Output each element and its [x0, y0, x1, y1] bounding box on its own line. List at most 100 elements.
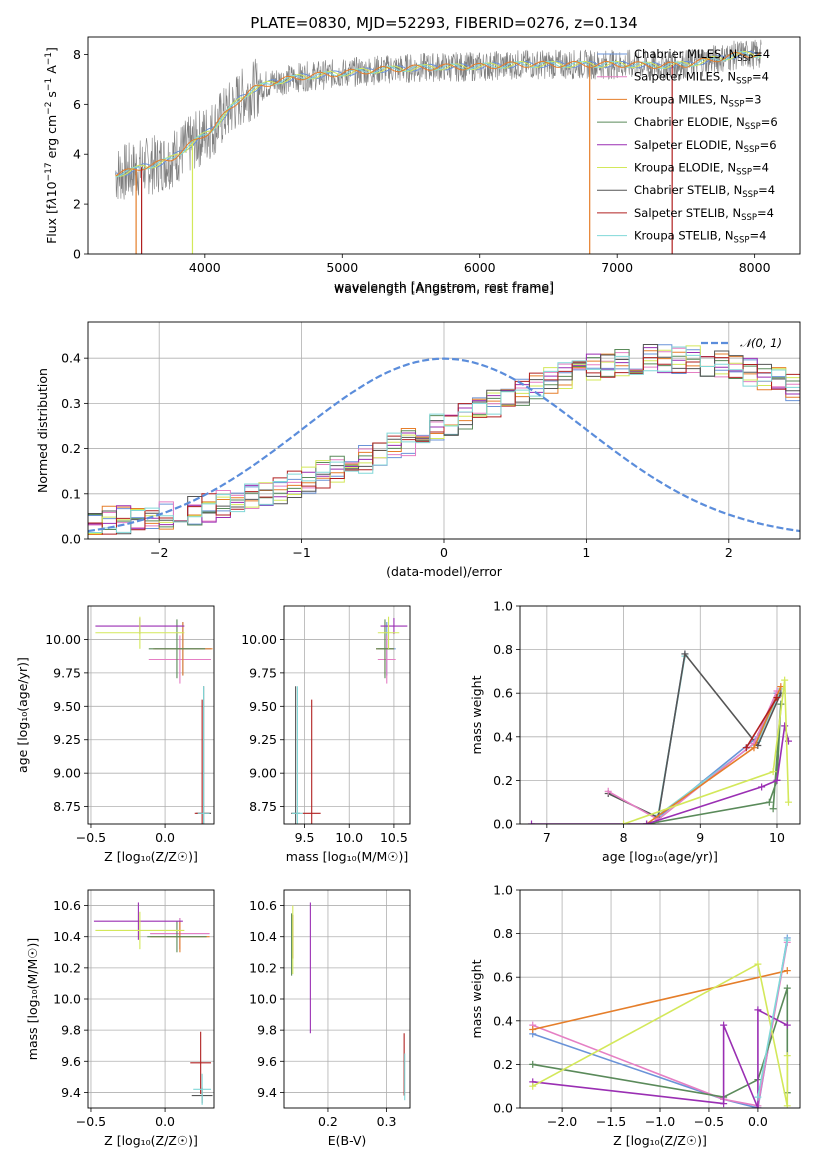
legend-count: =6 — [761, 115, 778, 129]
x-tick-label: 0.2 — [318, 1114, 338, 1129]
plot-area — [528, 650, 792, 824]
weight-marker-chabrier_elodie — [769, 805, 777, 813]
axes-frame — [519, 605, 801, 825]
legend-label: Chabrier MILES, NSSP=4 — [634, 47, 770, 64]
weight-line-kroupa_miles — [532, 969, 788, 1031]
histogram-kroupa_stelib — [88, 346, 800, 533]
residual-histogram-panel: −2 −1 0 1 2 0.0 0.1 0.2 0.3 0.4 (data-model)/error… — [35, 321, 801, 579]
x-tick-label: 0.3 — [377, 1114, 397, 1129]
legend-text: Chabrier ELODIE, N — [634, 115, 745, 129]
x-tick-label: 5000 — [326, 260, 358, 275]
histogram-chabrier_elodie — [88, 348, 800, 531]
y-tick-label: 0.8 — [493, 926, 513, 941]
y-tick-label: 1.0 — [493, 599, 513, 614]
weight-marker-kroupa_elodie — [754, 960, 762, 968]
y-tick-label: 9.6 — [257, 1054, 277, 1069]
y-tick-label: 9.25 — [53, 732, 81, 747]
x-tick-label: 10.5 — [380, 830, 408, 845]
age-vs-mass-panel: 9.5 10.0 10.5 8.75 9.00 9.25 9.50 9.75 10.00 mass… — [241, 605, 411, 864]
y-axis-label: Normed distribution — [35, 368, 50, 493]
weight-marker-salpeter_elodie — [643, 820, 651, 824]
x-axis-label: Z [log₁₀(Z/Z☉)] — [104, 849, 198, 864]
plot-area — [115, 39, 762, 254]
y-tick-label: 0.4 — [61, 351, 81, 366]
weight-marker-kroupa_stelib — [754, 1093, 762, 1101]
y-tick-label: 8.75 — [249, 799, 277, 814]
y-tick-label: 0.2 — [493, 1057, 513, 1072]
legend-text: Salpeter STELIB, N — [634, 206, 741, 220]
x-tick-label: −0.5 — [76, 830, 106, 845]
legend-label: Salpeter MILES, NSSP=4 — [634, 70, 769, 87]
y-tick-label: 10.00 — [45, 632, 81, 647]
spectrum-panel: 4000 5000 6000 7000 8000 0 2 4 6 8 wavelength [Ang… — [44, 14, 801, 296]
y-tick-label: 9.25 — [249, 732, 277, 747]
legend-text: Kroupa ELODIE, N — [634, 161, 736, 175]
x-tick-label: 0.0 — [748, 1114, 768, 1129]
mass-vs-extinction-panel: 0.2 0.3 9.4 9.6 9.8 10.0 10.2 10.4 10.6 E(B-V) — [249, 889, 411, 1148]
x-tick-label: 9 — [696, 830, 704, 845]
y-tick-label: 0.6 — [493, 970, 513, 985]
legend-subscript: SSP — [745, 122, 761, 132]
legend-label: 𝒩(0, 1) — [740, 336, 782, 350]
y-tick-label: 9.8 — [257, 1023, 277, 1038]
y-tick-label: 0.3 — [61, 396, 81, 411]
x-axis-label: Z [log₁₀(Z/Z☉)] — [613, 1133, 707, 1148]
y-tick-label: 2 — [73, 197, 81, 212]
histogram-chabrier_miles — [88, 344, 800, 529]
legend-text: Chabrier MILES, N — [634, 47, 737, 61]
x-tick-label: 6000 — [464, 260, 496, 275]
weight-line-kroupa_elodie — [623, 680, 790, 824]
weight-marker-salpeter_stelib — [773, 694, 781, 702]
legend-subscript: SSP — [734, 236, 750, 246]
legend-subscript: SSP — [744, 145, 760, 155]
y-tick-label: 10.2 — [249, 960, 277, 975]
x-tick-label: 8 — [620, 830, 628, 845]
y-tick-label: 9.75 — [53, 665, 81, 680]
weight-marker-chabrier_elodie — [783, 984, 791, 992]
y-axis-label: Flux [fλ10−17 erg cm−2 s−1 A−1] — [44, 47, 59, 244]
weight-marker-salpeter_elodie — [720, 1100, 728, 1108]
y-tick-label: 9.8 — [61, 1023, 81, 1038]
x-axis-label: age [log₁₀(age/yr)] — [602, 849, 718, 864]
y-tick-label: 9.50 — [249, 699, 277, 714]
legend-subscript: SSP — [729, 99, 745, 109]
weight-marker-kroupa_miles — [783, 967, 791, 975]
weight-marker-salpeter_elodie — [783, 1021, 791, 1029]
plot-area — [291, 902, 406, 1101]
legend-text: Salpeter MILES, N — [634, 70, 736, 84]
weight-line-chabrier_stelib — [607, 652, 782, 819]
x-tick-label: 7 — [543, 830, 551, 845]
weight-marker-salpeter_miles — [604, 787, 612, 795]
legend-subscript: SSP — [741, 213, 757, 223]
histogram-salpeter_elodie — [88, 347, 800, 530]
y-tick-label: 9.6 — [61, 1054, 81, 1069]
x-tick-label: −1.0 — [645, 1114, 675, 1129]
y-tick-label: 9.4 — [257, 1085, 277, 1100]
y-tick-label: 9.4 — [61, 1085, 81, 1100]
y-tick-label: 10.0 — [249, 992, 277, 1007]
weight-marker-kroupa_miles — [529, 1026, 537, 1034]
x-tick-label: 8000 — [739, 260, 771, 275]
y-tick-label: 9.50 — [53, 699, 81, 714]
weight-marker-salpeter_elodie — [528, 820, 536, 824]
weight-line-salpeter_elodie — [532, 1008, 788, 1108]
legend-subscript: SSP — [736, 168, 752, 178]
legend-count: =4 — [752, 70, 769, 84]
x-tick-label: 4000 — [189, 260, 221, 275]
weight-line-salpeter_elodie — [531, 725, 790, 824]
x-axis-label: mass [log₁₀(M/M☉)] — [286, 849, 408, 864]
y-tick-label: 10.4 — [53, 929, 81, 944]
y-axis-label: mass weight — [469, 675, 484, 754]
legend-label: Salpeter STELIB, NSSP=4 — [634, 206, 774, 223]
legend-label: Chabrier ELODIE, NSSP=6 — [634, 115, 778, 132]
x-tick-label: 0.0 — [155, 1114, 175, 1129]
x-tick-label: 2 — [725, 545, 733, 560]
y-tick-label: 10.6 — [249, 898, 277, 913]
x-tick-label: −1.5 — [596, 1114, 626, 1129]
weight-marker-salpeter_elodie — [754, 1104, 762, 1108]
weight-marker-kroupa_elodie — [769, 768, 777, 776]
weight-marker-salpeter_elodie — [758, 783, 766, 791]
y-axis-label: age [log₁₀(age/yr)] — [15, 657, 30, 773]
